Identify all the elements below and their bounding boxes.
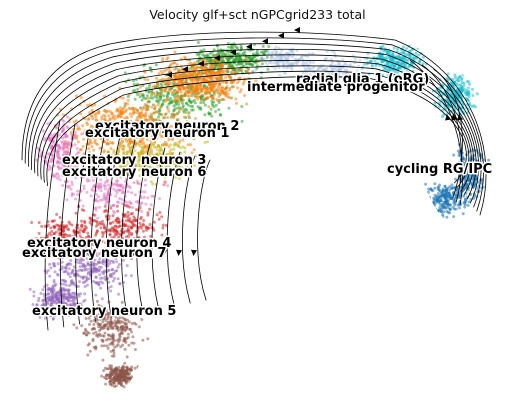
- streamline: [197, 159, 211, 301]
- streamline: [409, 59, 463, 206]
- streamline-arrow: [278, 32, 284, 39]
- streamline-arrow: [56, 249, 62, 256]
- streamline: [166, 151, 181, 307]
- cluster-label: excitatory neuron 2: [95, 119, 239, 134]
- streamline-arrow: [131, 249, 137, 256]
- streamline-arrow: [294, 27, 300, 33]
- cluster-label: excitatory neuron 5: [32, 304, 176, 319]
- streamline: [44, 119, 61, 331]
- cluster-label: radial glia 1 (oRG): [296, 72, 429, 87]
- streamline: [37, 60, 474, 196]
- streamline: [27, 43, 482, 208]
- streamline: [421, 64, 463, 202]
- cell-scatter: [28, 37, 491, 389]
- streamline-arrow: [262, 38, 268, 45]
- streamline-arrow: [176, 249, 182, 256]
- streamline-arrow: [71, 249, 77, 256]
- streamline-arrow: [457, 114, 463, 121]
- streamline-arrow: [191, 249, 197, 256]
- streamline: [121, 139, 136, 316]
- streamline-arrow: [182, 66, 188, 73]
- streamline: [24, 37, 484, 212]
- streamline-arrow: [41, 249, 47, 256]
- cluster-label: cycling RG/IPC: [387, 162, 492, 177]
- streamline-arrow: [86, 249, 92, 256]
- cluster-label: excitatory neuron 3: [62, 153, 206, 168]
- streamline-arrow: [214, 55, 220, 61]
- cluster-label: excitatory neuron 7: [22, 246, 166, 261]
- streamline-arrow: [166, 71, 172, 78]
- streamline-arrow: [101, 249, 107, 256]
- streamline-arrow: [230, 49, 236, 56]
- streamline-arrow: [161, 249, 167, 256]
- chart-title: Velocity glf+sct nGPCgrid233 total: [149, 7, 366, 22]
- cluster-label: excitatory neuron 1: [85, 126, 229, 141]
- cluster-label: intermediate progenitor: [247, 80, 425, 95]
- streamline: [40, 65, 472, 192]
- streamline: [34, 54, 477, 200]
- cluster-labels: radial glia 1 (oRG)intermediate progenit…: [21, 71, 494, 321]
- streamline: [43, 70, 470, 188]
- streamline-arrow: [116, 249, 122, 256]
- velocity-streamlines: [21, 27, 487, 331]
- streamline: [31, 48, 479, 204]
- streamline: [21, 31, 487, 216]
- streamline-arrow: [198, 60, 204, 67]
- streamline: [75, 127, 91, 325]
- streamline-arrow: [451, 114, 457, 121]
- streamline-arrow: [146, 249, 152, 256]
- streamline: [182, 155, 196, 304]
- streamline: [151, 147, 166, 310]
- streamline-arrow: [445, 114, 451, 121]
- streamline: [433, 69, 463, 199]
- streamline: [136, 143, 151, 313]
- streamline: [105, 135, 121, 319]
- streamline-arrow: [246, 43, 252, 50]
- cluster-label: excitatory neuron 6: [62, 165, 206, 180]
- streamline: [60, 123, 76, 328]
- streamline: [90, 131, 106, 322]
- cluster-label: excitatory neuron 4: [27, 236, 171, 251]
